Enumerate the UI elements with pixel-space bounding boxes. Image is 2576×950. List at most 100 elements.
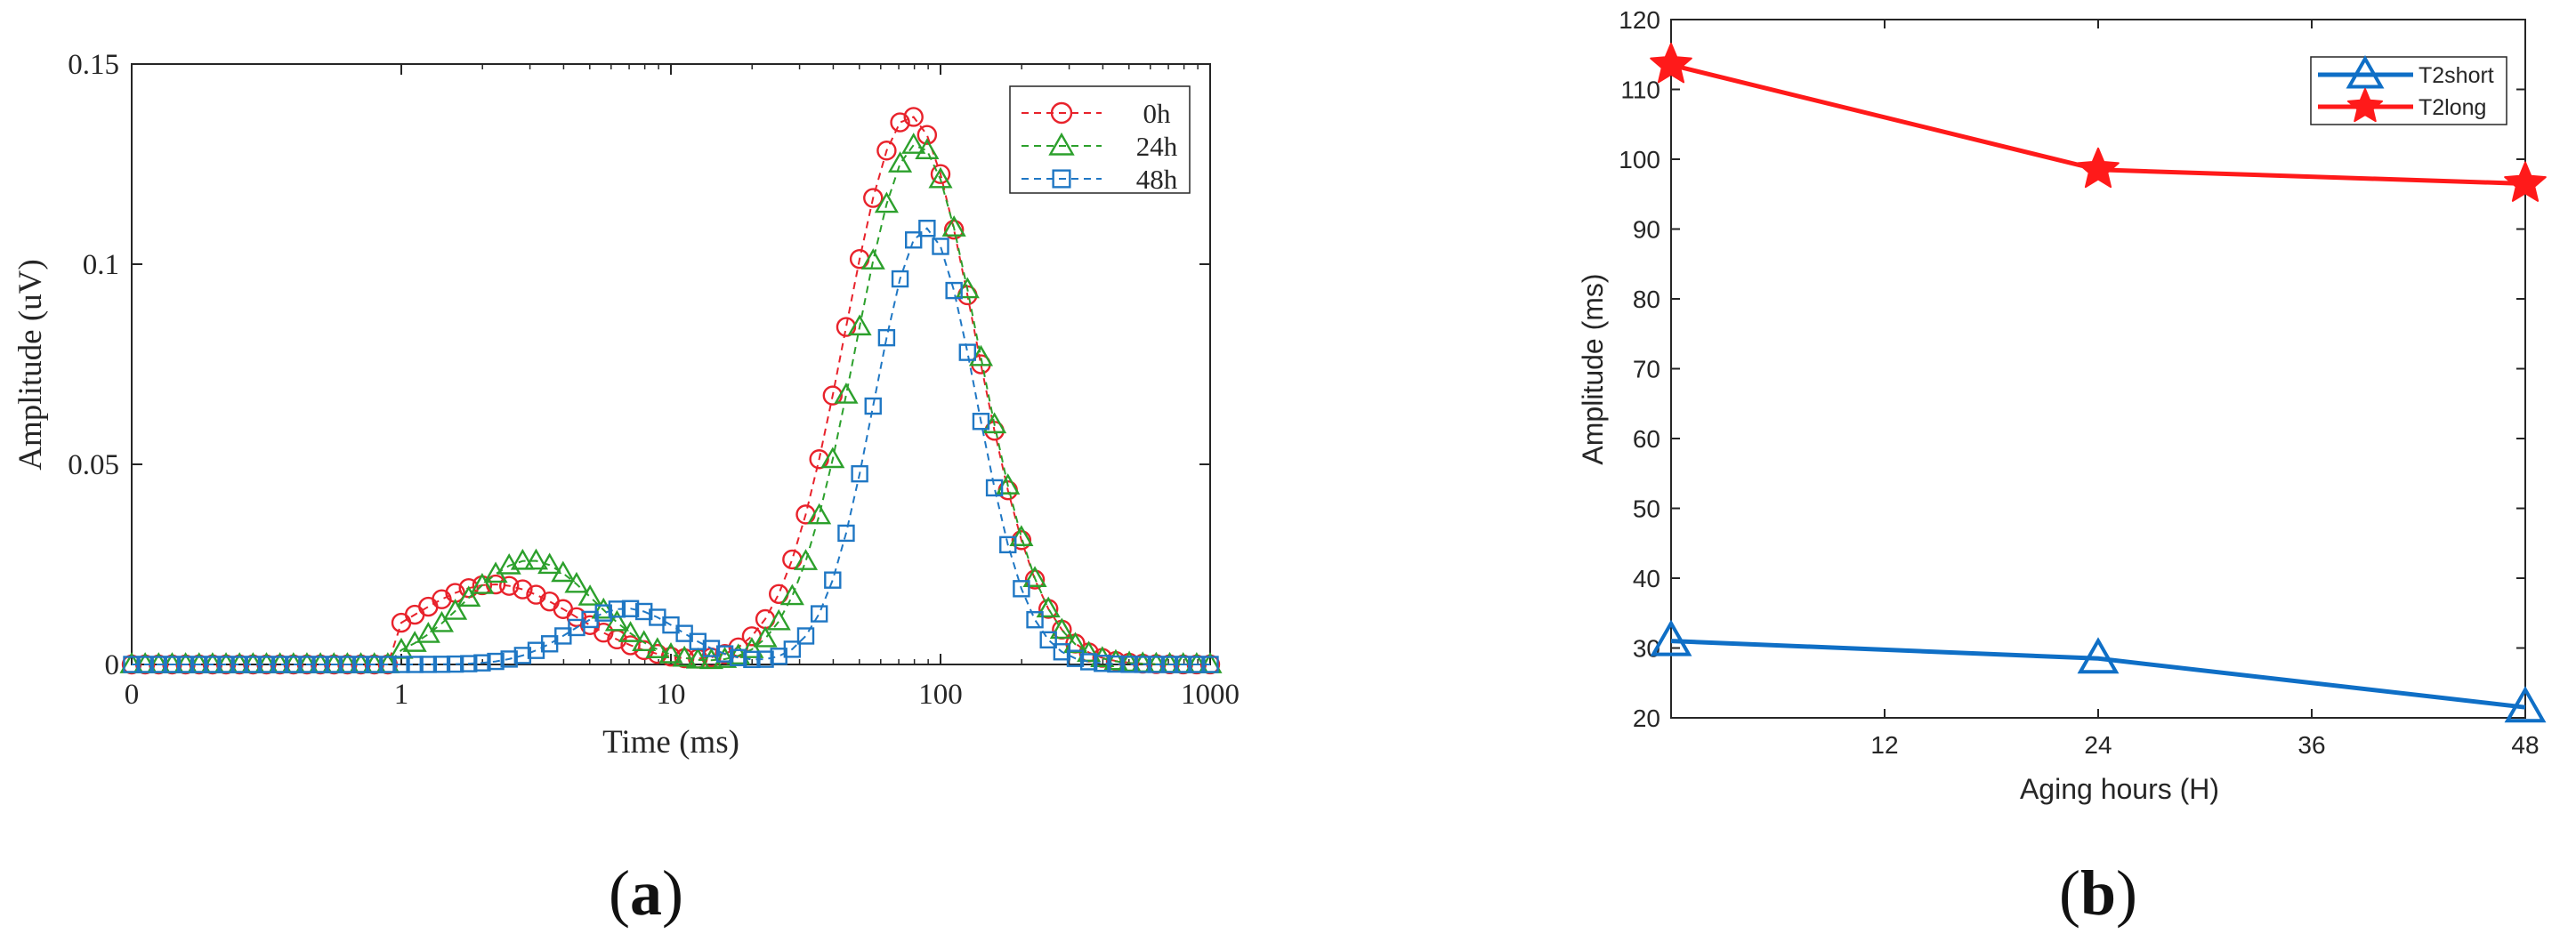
chart-a-data-point bbox=[577, 584, 602, 606]
chart-a-panel-label-letter: a bbox=[630, 857, 662, 929]
chart-a-ticks: 0 1 10 100 1000 0 0.05 0.1 0.15 bbox=[68, 49, 1240, 711]
chart-a-data-point bbox=[618, 621, 643, 642]
chart-a-data-point bbox=[470, 572, 495, 594]
chart-a-data-point bbox=[190, 656, 208, 673]
chart-a-data-point bbox=[564, 571, 589, 593]
chart-a-data-point bbox=[1107, 655, 1125, 673]
chart-a-data-point bbox=[903, 107, 924, 127]
chart-b-panel-label: (b) bbox=[2059, 857, 2137, 929]
chart-a-data-point bbox=[864, 397, 882, 415]
chart-a-data-point bbox=[416, 622, 440, 643]
chart-b-panel-label-open: ( bbox=[2059, 857, 2080, 929]
chart-a-data-point bbox=[1079, 653, 1098, 671]
chart-a-data-point bbox=[1062, 632, 1088, 654]
chart-a-data-point bbox=[753, 625, 778, 648]
chart-a-panel-label-close: ) bbox=[662, 857, 683, 929]
chart-a-y-tick-label: 0.15 bbox=[68, 49, 119, 81]
chart-a-data-point bbox=[1039, 631, 1057, 648]
chart-b-y-tick-label: 100 bbox=[1619, 146, 1660, 173]
chart-b-series-T2long bbox=[1650, 43, 2547, 202]
chart-a-x-tick-label: 1000 bbox=[1181, 679, 1240, 711]
chart-a-data-point bbox=[945, 281, 963, 300]
chart-a-data-point bbox=[149, 656, 168, 673]
chart-b-series-T2short bbox=[1650, 619, 2547, 723]
chart-a-y-tick-label: 0.05 bbox=[68, 449, 119, 481]
chart-b-y-tick-label: 120 bbox=[1619, 6, 1660, 34]
chart-a-data-point bbox=[807, 503, 832, 525]
chart-a-data-point bbox=[756, 650, 774, 668]
chart-a-data-point bbox=[836, 317, 857, 337]
chart-a-data-point bbox=[851, 464, 868, 483]
chart-a-data-point bbox=[824, 571, 842, 589]
chart-a-data-point bbox=[702, 640, 721, 657]
chart-a-data-point bbox=[406, 656, 424, 673]
chart-b-y-tick-label: 90 bbox=[1633, 216, 1660, 244]
chart-b-legend-label: T2long bbox=[2419, 95, 2486, 120]
chart-a-data-point bbox=[510, 548, 535, 570]
chart-a-data-point bbox=[446, 655, 464, 673]
chart-a-data-point bbox=[325, 656, 343, 673]
chart-a-data-point bbox=[822, 385, 843, 406]
chart-a-data-point bbox=[877, 328, 896, 347]
chart-a-data-point bbox=[918, 220, 936, 238]
chart-a-data-point bbox=[537, 552, 562, 575]
chart-a-data-point bbox=[958, 343, 977, 361]
chart-a-data-point bbox=[379, 656, 397, 673]
chart-b-ylabel: Amplitude (ms) bbox=[1577, 273, 1609, 464]
chart-a-data-point bbox=[432, 589, 452, 609]
chart-a-y-tick-label: 0.1 bbox=[83, 249, 119, 281]
chart-a-data-point bbox=[783, 640, 802, 658]
chart-a-data-point bbox=[645, 637, 670, 658]
chart-a-data-point bbox=[847, 314, 872, 336]
chart-b-data-point bbox=[1650, 619, 1692, 656]
chart-a-data-point bbox=[230, 656, 248, 673]
chart-b-series-line bbox=[1670, 639, 2526, 710]
chart-a-data-point bbox=[1174, 656, 1192, 673]
chart-a-data-point bbox=[338, 656, 357, 673]
chart-a-data-point bbox=[271, 656, 289, 673]
chart-a-data-point bbox=[999, 535, 1017, 554]
chart-a-data-point bbox=[632, 630, 657, 652]
chart-a-panel-label: (a) bbox=[609, 857, 683, 929]
chart-a-data-point bbox=[594, 604, 612, 622]
chart-a-series-line bbox=[132, 116, 1210, 665]
chart-a-data-point bbox=[204, 656, 222, 673]
chart-a-x-tick-label: 10 bbox=[657, 679, 686, 711]
chart-a-series-24h bbox=[119, 133, 1223, 673]
chart-a-data-point bbox=[217, 656, 235, 673]
chart-a-data-point bbox=[1201, 656, 1219, 673]
chart-a-data-point bbox=[1066, 649, 1085, 667]
chart-a-legend-label: 48h bbox=[1136, 164, 1178, 195]
chart-a-data-point bbox=[779, 584, 804, 606]
chart-a-data-point bbox=[743, 650, 761, 669]
chart-a-data-point bbox=[1036, 596, 1061, 618]
chart-a-data-point bbox=[715, 645, 734, 663]
chart-a-data-point bbox=[739, 637, 764, 658]
chart-a-data-point bbox=[499, 576, 520, 596]
chart-a-series-48h bbox=[123, 220, 1219, 673]
chart-a-data-point bbox=[730, 648, 747, 666]
chart-a-data-point bbox=[285, 656, 303, 673]
chart-a-data-point bbox=[1120, 656, 1138, 673]
chart-a-data-point bbox=[136, 656, 154, 673]
chart-a-data-point bbox=[429, 610, 455, 632]
chart-a-data-point bbox=[244, 656, 262, 673]
chart-a-data-point bbox=[793, 549, 819, 570]
chart-a-data-point bbox=[917, 125, 938, 145]
chart-a-legend-marker bbox=[1050, 101, 1073, 125]
chart-a-series-line bbox=[132, 143, 1210, 665]
chart-a-data-point bbox=[1024, 569, 1046, 590]
chart-a-data-point bbox=[351, 656, 370, 673]
chart-a-series bbox=[119, 107, 1223, 675]
chart-a-data-point bbox=[1094, 655, 1111, 672]
chart-b-panel-label-letter: b bbox=[2080, 857, 2116, 929]
chart-a-data-point bbox=[972, 413, 990, 431]
chart-a-data-point bbox=[834, 382, 859, 404]
chart-a-data-point bbox=[810, 605, 828, 623]
chart-a-data-point bbox=[932, 238, 949, 255]
chart-b-legend-marker bbox=[2346, 54, 2385, 89]
chart-b-x-tick-label: 36 bbox=[2297, 731, 2325, 759]
chart-a-data-point bbox=[1049, 617, 1074, 640]
